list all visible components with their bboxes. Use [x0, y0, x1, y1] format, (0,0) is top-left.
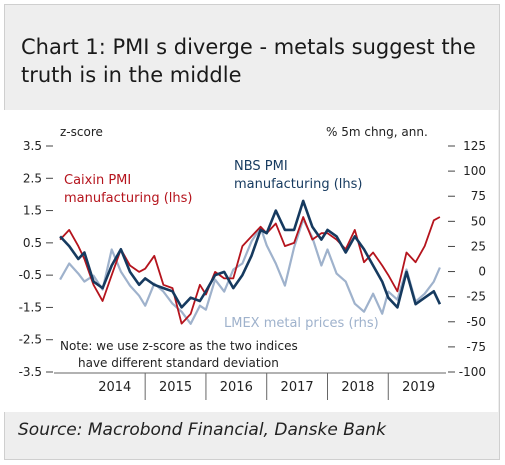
nbs-label-line2: manufacturing (lhs)	[234, 177, 362, 192]
x-tick-label: 2016	[220, 380, 253, 395]
left-tick-label: 0.5	[23, 236, 42, 250]
lmex-label: LMEX metal prices (rhs)	[224, 316, 379, 331]
right-tick-label: 0	[478, 265, 486, 279]
right-tick-label: 100	[463, 164, 486, 178]
right-tick-label: -75	[466, 340, 486, 354]
x-tick-label: 2019	[402, 380, 435, 395]
x-tick-label: 2014	[98, 380, 131, 395]
source-note: Source: Macrobond Financial, Danske Bank	[18, 420, 386, 440]
note-line2: have different standard deviation	[78, 356, 279, 370]
right-tick-label: 75	[471, 189, 486, 203]
left-tick-label: -1.5	[19, 300, 42, 314]
right-tick-label: 125	[463, 139, 486, 153]
caixin-label-line1: Caixin PMI	[64, 173, 131, 188]
x-tick-label: 2018	[341, 380, 374, 395]
nbs-label-line1: NBS PMI	[234, 159, 288, 174]
series-line	[59, 218, 441, 325]
caixin-label-line2: manufacturing (lhs)	[64, 191, 192, 206]
x-tick-label: 2017	[281, 380, 314, 395]
note-line1: Note: we use z-score as the two indices	[60, 339, 298, 353]
series-line	[59, 199, 442, 309]
left-tick-label: -2.5	[19, 333, 42, 347]
right-axis-label: % 5m chng, ann.	[326, 125, 428, 139]
left-axis-label: z-score	[60, 125, 103, 139]
right-tick-label: 50	[471, 214, 486, 228]
left-tick-label: 2.5	[23, 171, 42, 185]
right-tick-label: -50	[466, 315, 486, 329]
left-tick-label: 3.5	[23, 139, 42, 153]
line-chart: z-score % 5m chng, ann. 3.5 2.5 1.5 0.5 -0.5…	[19, 125, 486, 400]
chart-panel: z-score % 5m chng, ann. 3.5 2.5 1.5 0.5 -0.5…	[4, 110, 498, 412]
left-tick-label: -0.5	[19, 268, 42, 282]
x-tick-label: 2015	[159, 380, 192, 395]
left-tick-label: 1.5	[23, 204, 42, 218]
right-tick-label: -100	[459, 365, 486, 379]
left-tick-label: -3.5	[19, 365, 42, 379]
chart-title: Chart 1: PMI s diverge - metals suggest …	[21, 35, 476, 87]
right-tick-label: 25	[471, 239, 486, 253]
right-tick-label: -25	[466, 290, 486, 304]
